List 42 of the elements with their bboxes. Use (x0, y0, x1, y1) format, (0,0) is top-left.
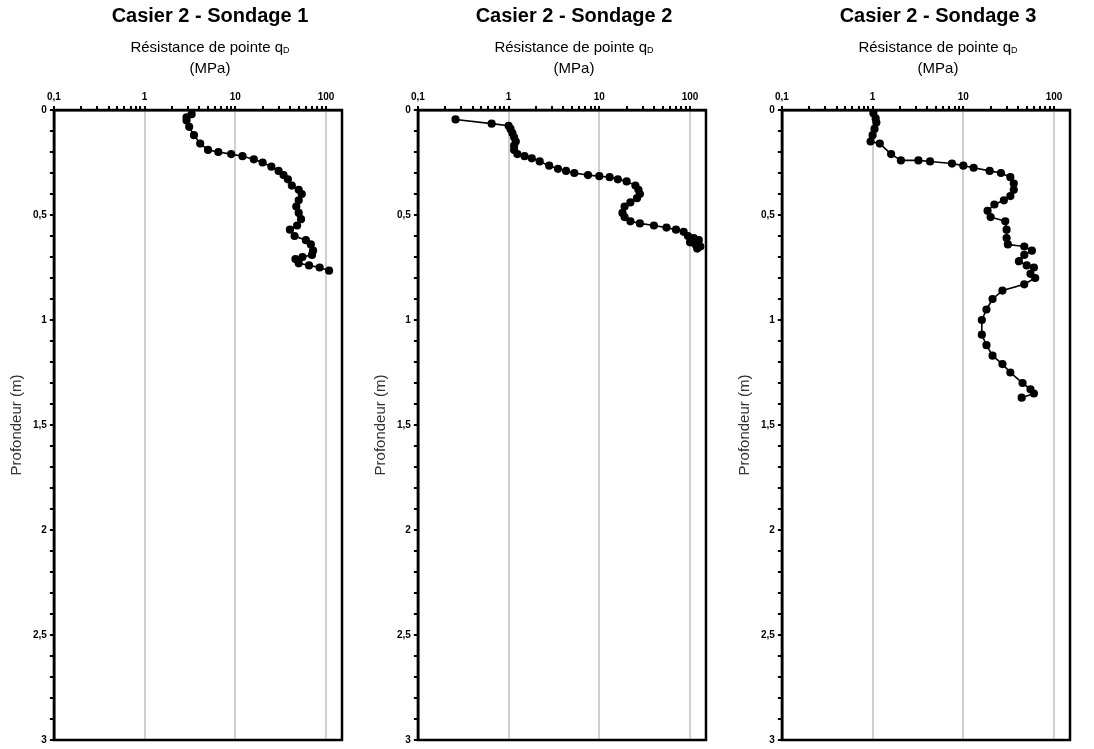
x-tick-label: 1 (505, 90, 512, 102)
y-tick-label: 3 (41, 733, 48, 745)
y-tick-label: 2 (41, 523, 48, 535)
y-tick-label: 0,5 (397, 208, 412, 220)
y-tick-label: 1 (41, 313, 48, 325)
chart-title: Casier 2 - Sondage 1 (110, 4, 310, 27)
text: Résistance de pointe q$_{D}$ (MPa) (130, 38, 290, 76)
y-tick-label: 2,5 (33, 628, 48, 640)
y-axis-title: Profondeur (m) (371, 374, 389, 476)
y-tick-label: 2 (405, 523, 412, 535)
y-tick-label: 0 (41, 103, 48, 115)
y-tick-label: 1,5 (761, 418, 776, 430)
y-axis-title: Profondeur (m) (7, 374, 25, 476)
y-tick-label: 1,5 (33, 418, 48, 430)
y-tick-label: 1 (769, 313, 776, 325)
x-tick-label: 0,1 (774, 90, 790, 102)
chart-title: Casier 2 - Sondage 3 (838, 4, 1038, 27)
y-tick-label: 0,5 (33, 208, 48, 220)
x-tick-label: 100 (681, 90, 699, 102)
x-tick-label: 10 (229, 90, 242, 102)
chart-title: Casier 2 - Sondage 2 (474, 4, 674, 27)
y-tick-label: 2,5 (397, 628, 412, 640)
y-tick-label: 3 (769, 733, 776, 745)
y-tick-label: 0,5 (761, 208, 776, 220)
x-tick-label: 10 (593, 90, 606, 102)
x-tick-label: 100 (1045, 90, 1063, 102)
text: Résistance de pointe q$_{D}$ (MPa) (494, 38, 654, 76)
y-tick-label: 1 (405, 313, 412, 325)
x-tick-label: 0,1 (410, 90, 426, 102)
y-axis-title: Profondeur (m) (735, 374, 753, 476)
y-tick-label: 3 (405, 733, 412, 745)
y-tick-label: 1,5 (397, 418, 412, 430)
x-tick-label: 1 (869, 90, 876, 102)
text: Résistance de pointe q$_{D}$ (MPa) (858, 38, 1018, 76)
x-tick-label: 0,1 (46, 90, 62, 102)
x-tick-label: 10 (957, 90, 970, 102)
x-tick-label: 100 (317, 90, 335, 102)
y-tick-label: 2 (769, 523, 776, 535)
y-tick-label: 0 (769, 103, 776, 115)
y-tick-label: 0 (405, 103, 412, 115)
x-tick-label: 1 (141, 90, 148, 102)
y-tick-label: 2,5 (761, 628, 776, 640)
